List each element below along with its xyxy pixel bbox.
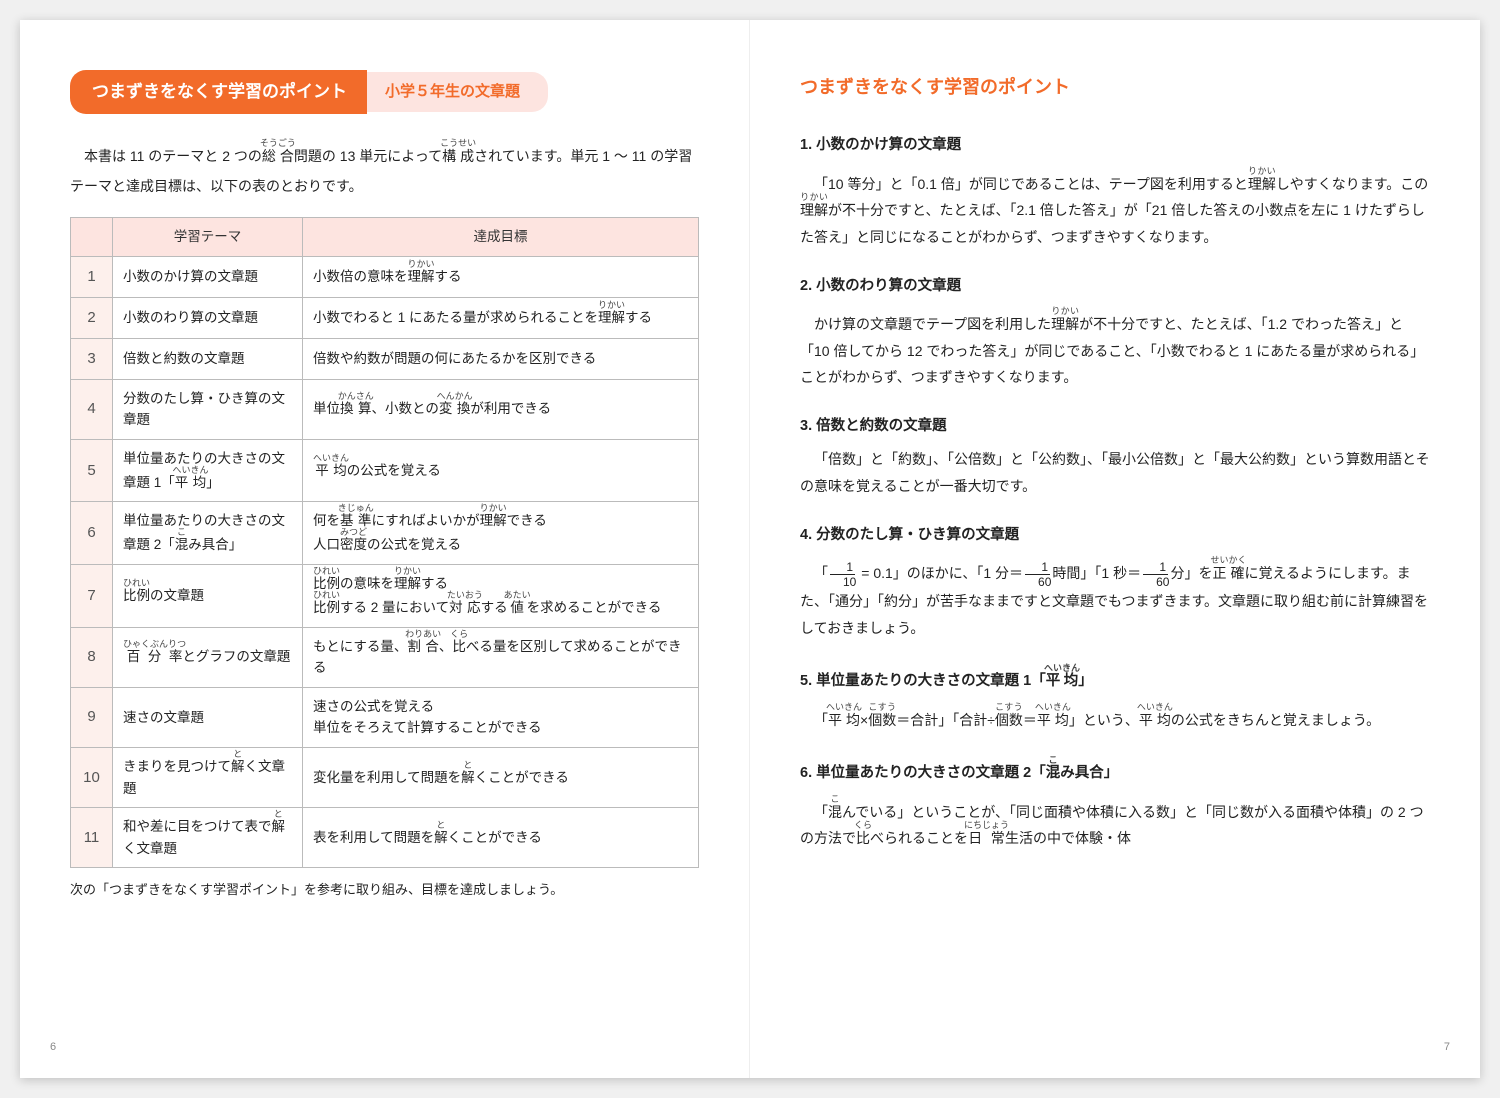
header-sub-label: 小学５年生の文章題	[367, 72, 548, 113]
section-body: かけ算の文章題でテープ図を利用した理解りかいが不十分ですと、たとえば、「1.2 …	[800, 306, 1430, 391]
page-number-right: 7	[1444, 1037, 1450, 1058]
section-body: 「倍数」と「約数」、「公倍数」と「公約数」、「最小公倍数」と「最大公約数」という…	[800, 446, 1430, 499]
section-body: 「平均へいきん×個数こすう＝合計」「合計÷個数こすう＝平均へいきん」という、平均…	[800, 702, 1430, 734]
section-1: 1. 小数のかけ算の文章題 「10 等分」と「0.1 倍」が同じであることは、テ…	[800, 132, 1430, 250]
section-6: 6. 単位量あたりの大きさの文章題 2「混こみ具合」 「混こんでいる」ということ…	[800, 755, 1430, 852]
table-row: 8百分率ひゃくぶんりつとグラフの文章題もとにする量、割合わりあい、比くらべる量を…	[71, 627, 699, 687]
table-row: 2小数のわり算の文章題小数でわると 1 にあたる量が求められることを理解りかいす…	[71, 297, 699, 338]
section-4: 4. 分数のたし算・ひき算の文章題 「110 = 0.1」のほかに、「1 分＝1…	[800, 522, 1430, 642]
section-heading: 2. 小数のわり算の文章題	[800, 273, 1430, 301]
section-body: 「混こんでいる」ということが、「同じ面積や体積に入る数」と「同じ数が入る面積や体…	[800, 794, 1430, 852]
table-row: 6単位量あたりの大きさの文章題 2「混こみ具合」何を基準きじゅんにすればよいかが…	[71, 502, 699, 565]
right-page: つまずきをなくす学習のポイント 1. 小数のかけ算の文章題 「10 等分」と「0…	[750, 20, 1480, 1078]
section-body: 「110 = 0.1」のほかに、「1 分＝160時間」「1 秒＝160分」を正確…	[800, 555, 1430, 641]
theme-table-body: 1小数のかけ算の文章題小数倍の意味を理解りかいする 2小数のわり算の文章題小数で…	[71, 256, 699, 868]
section-3: 3. 倍数と約数の文章題 「倍数」と「約数」、「公倍数」と「公約数」、「最小公倍…	[800, 413, 1430, 500]
table-row: 5単位量あたりの大きさの文章題 1「平均へいきん」平均へいきんの公式を覚える	[71, 439, 699, 502]
right-title: つまずきをなくす学習のポイント	[800, 70, 1430, 104]
after-table-text: 次の「つまずきをなくす学習ポイント」を参考に取り組み、目標を達成しましょう。	[70, 878, 699, 903]
left-page: つまずきをなくす学習のポイント 小学５年生の文章題 本書は 11 のテーマと 2…	[20, 20, 750, 1078]
page-spread: つまずきをなくす学習のポイント 小学５年生の文章題 本書は 11 のテーマと 2…	[20, 20, 1480, 1078]
section-heading: 1. 小数のかけ算の文章題	[800, 132, 1430, 160]
table-row: 7比例ひれいの文章題比例ひれいの意味を理解りかいする比例ひれいする 2 量におい…	[71, 565, 699, 628]
header-bar: つまずきをなくす学習のポイント 小学５年生の文章題	[70, 70, 699, 114]
section-heading: 4. 分数のたし算・ひき算の文章題	[800, 522, 1430, 550]
theme-table: 学習テーマ 達成目標 1小数のかけ算の文章題小数倍の意味を理解りかいする 2小数…	[70, 217, 699, 868]
section-heading: 3. 倍数と約数の文章題	[800, 413, 1430, 441]
table-row: 3倍数と約数の文章題倍数や約数が問題の何にあたるかを区別できる	[71, 338, 699, 379]
table-head-theme: 学習テーマ	[113, 218, 303, 257]
table-row: 1小数のかけ算の文章題小数倍の意味を理解りかいする	[71, 256, 699, 297]
page-number-left: 6	[50, 1037, 56, 1058]
section-2: 2. 小数のわり算の文章題 かけ算の文章題でテープ図を利用した理解りかいが不十分…	[800, 273, 1430, 391]
section-body: 「10 等分」と「0.1 倍」が同じであることは、テープ図を利用すると理解りかい…	[800, 166, 1430, 251]
fraction-1-60a: 160	[1024, 561, 1051, 588]
table-row: 9速さの文章題速さの公式を覚える単位をそろえて計算することができる	[71, 687, 699, 747]
table-row: 11和や差に目をつけて表で解とく文章題表を利用して問題を解とくことができる	[71, 808, 699, 868]
section-5: 5. 単位量あたりの大きさの文章題 1「平均へいきん」 「平均へいきん×個数こす…	[800, 663, 1430, 733]
table-row: 10きまりを見つけて解とく文章題変化量を利用して問題を解とくことができる	[71, 748, 699, 808]
section-heading: 5. 単位量あたりの大きさの文章題 1「平均へいきん」	[800, 663, 1430, 696]
table-head-blank	[71, 218, 113, 257]
fraction-1-10: 110	[829, 561, 856, 588]
table-row: 4分数のたし算・ひき算の文章題単位換算かんさん、小数との変換へんかんが利用できる	[71, 379, 699, 439]
section-heading: 6. 単位量あたりの大きさの文章題 2「混こみ具合」	[800, 755, 1430, 788]
fraction-1-60b: 160	[1142, 561, 1169, 588]
intro-text: 本書は 11 のテーマと 2 つの総合そうごう問題の 13 単元によって構成こう…	[70, 138, 699, 201]
header-main-label: つまずきをなくす学習のポイント	[70, 70, 367, 114]
table-head-goal: 達成目標	[303, 218, 699, 257]
